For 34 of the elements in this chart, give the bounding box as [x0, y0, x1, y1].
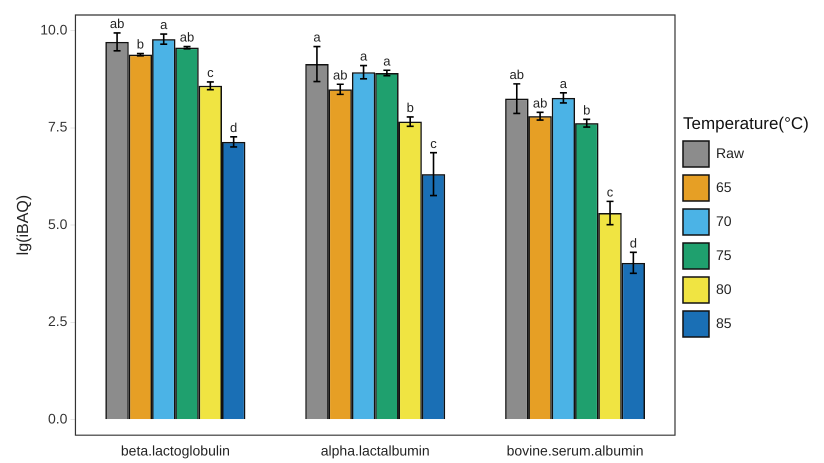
data-label: ab: [333, 67, 348, 82]
legend-title: Temperature(°C): [682, 114, 809, 134]
x-tick-label: alpha.lactalbumin: [320, 442, 430, 458]
data-label: c: [606, 184, 614, 200]
data-label: d: [230, 120, 238, 135]
data-label: a: [360, 48, 368, 64]
data-label: ab: [180, 30, 194, 45]
legend-label: 65: [716, 178, 732, 195]
x-tick-label: bovine.serum.albumin: [506, 442, 644, 458]
legend-label: 75: [716, 246, 732, 263]
data-label: b: [136, 36, 144, 52]
data-label: a: [560, 76, 568, 91]
y-tick-label: 0.0: [48, 410, 68, 426]
y-tick-label: 5.0: [48, 216, 68, 232]
legend-label: 80: [716, 280, 732, 297]
data-label: ab: [532, 95, 548, 110]
data-label: a: [160, 17, 168, 32]
legend-label: 85: [716, 314, 732, 331]
legend-label: 70: [716, 212, 732, 229]
data-label: d: [630, 235, 637, 250]
y-axis-title: lg(iBAQ): [15, 194, 32, 256]
data-label: ab: [510, 66, 524, 82]
x-tick-label: beta.lactoglobulin: [120, 442, 230, 458]
data-label: b: [583, 102, 590, 118]
data-label: b: [406, 100, 414, 116]
data-label: c: [207, 65, 214, 80]
legend-label: Raw: [716, 144, 745, 161]
y-tick-label: 10.0: [40, 21, 68, 38]
data-label: a: [383, 53, 392, 68]
data-label: a: [313, 30, 322, 45]
y-tick-label: 7.5: [48, 118, 68, 135]
data-label: ab: [110, 16, 124, 31]
data-label: c: [430, 136, 438, 151]
y-tick-label: 2.5: [48, 313, 68, 330]
